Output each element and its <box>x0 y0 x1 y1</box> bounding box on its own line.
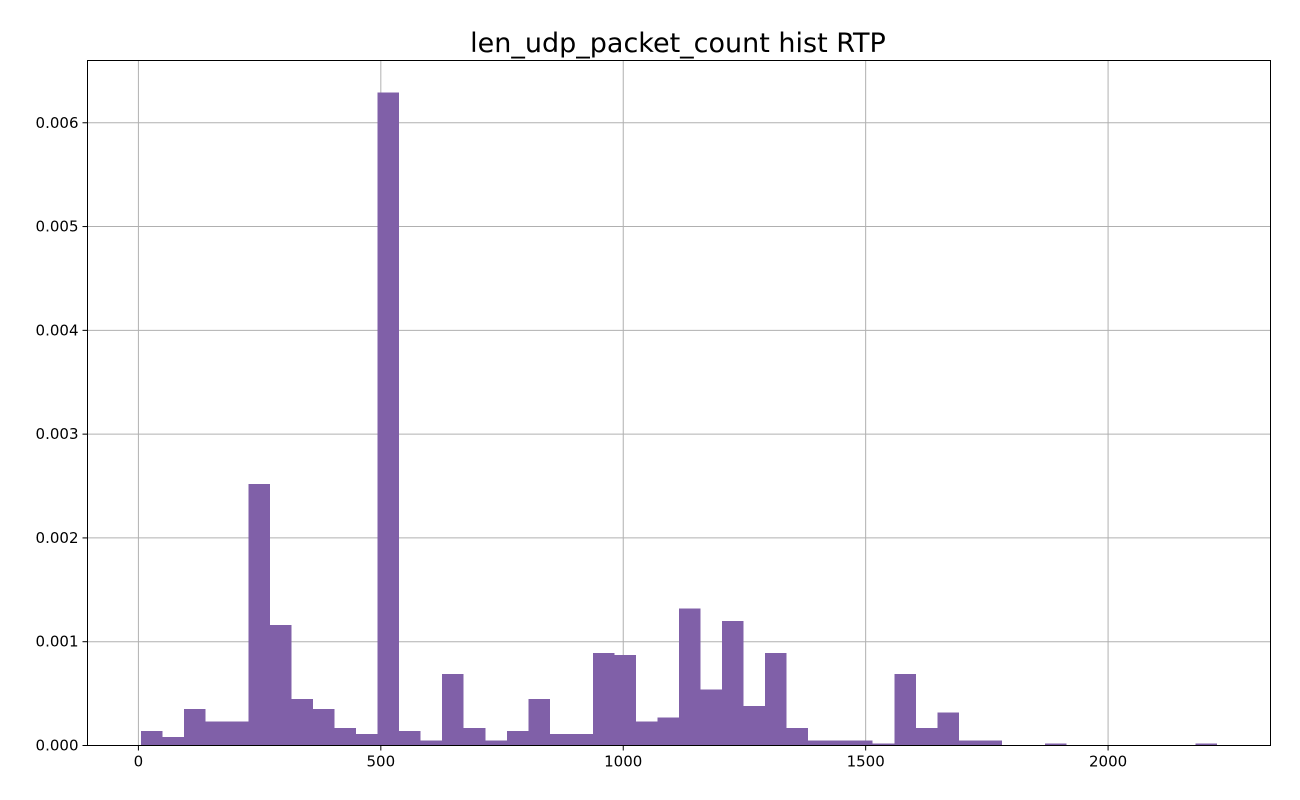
histogram-bar <box>226 721 249 746</box>
x-tick-label: 1500 <box>847 753 885 771</box>
histogram-bar <box>485 740 507 746</box>
histogram-bar <box>377 92 400 746</box>
chart-title: len_udp_packet_count hist RTP <box>470 28 886 59</box>
histogram-bar <box>1195 743 1218 746</box>
histogram-bars <box>140 92 1218 746</box>
x-tick-label: 0 <box>134 753 144 771</box>
y-tick-label: 0.002 <box>36 529 79 547</box>
histogram-bar <box>614 655 636 746</box>
histogram-bar <box>463 727 486 746</box>
histogram-bar <box>269 625 292 746</box>
histogram-bar <box>420 740 443 746</box>
histogram-bar <box>980 740 1002 746</box>
histogram-bar <box>700 689 723 746</box>
axes: 0 500 1000 1500 2000 0.000 0.001 0.002 0.003 0.00… <box>36 114 1128 771</box>
histogram-bar <box>592 653 615 746</box>
histogram-bar <box>549 734 572 746</box>
histogram-bar <box>571 734 593 746</box>
x-tick-label: 1000 <box>604 753 642 771</box>
histogram-bar <box>183 709 206 746</box>
histogram-bar <box>506 730 529 746</box>
histogram-bar <box>765 653 787 746</box>
histogram-bar <box>937 712 959 746</box>
histogram-bar <box>205 721 227 746</box>
histogram-bar <box>958 740 981 746</box>
histogram-bar <box>162 737 184 746</box>
histogram-bar <box>872 743 895 746</box>
histogram-bar <box>894 673 916 746</box>
histogram-bar <box>722 620 744 746</box>
histogram-bar <box>399 730 421 746</box>
y-tick-label: 0.000 <box>36 737 79 755</box>
histogram-bar <box>528 698 550 746</box>
histogram-bar <box>334 727 357 746</box>
histogram-bar <box>635 721 658 746</box>
histogram-bar <box>356 734 378 746</box>
histogram-bar <box>442 673 464 746</box>
y-tick-label: 0.003 <box>36 425 79 443</box>
y-tick-label: 0.006 <box>36 114 79 132</box>
x-tick-label: 2000 <box>1089 753 1127 771</box>
y-tick-label: 0.001 <box>36 633 79 651</box>
histogram-bar <box>291 698 314 746</box>
plot-frame <box>87 60 1271 746</box>
histogram-bar <box>915 727 938 746</box>
histogram-bar <box>679 608 701 746</box>
y-tick-label: 0.005 <box>36 218 79 236</box>
histogram-bar <box>851 740 873 746</box>
histogram-bar <box>1044 743 1067 746</box>
histogram-bar <box>140 730 163 746</box>
histogram-bar <box>786 727 809 746</box>
y-tick-label: 0.004 <box>36 321 79 339</box>
histogram-bar <box>743 706 766 746</box>
histogram-bar <box>248 483 270 746</box>
x-tick-label: 500 <box>367 753 396 771</box>
histogram-bar <box>313 709 335 746</box>
histogram-bar <box>829 740 852 746</box>
histogram-bar <box>657 717 679 746</box>
histogram-bar <box>808 740 830 746</box>
